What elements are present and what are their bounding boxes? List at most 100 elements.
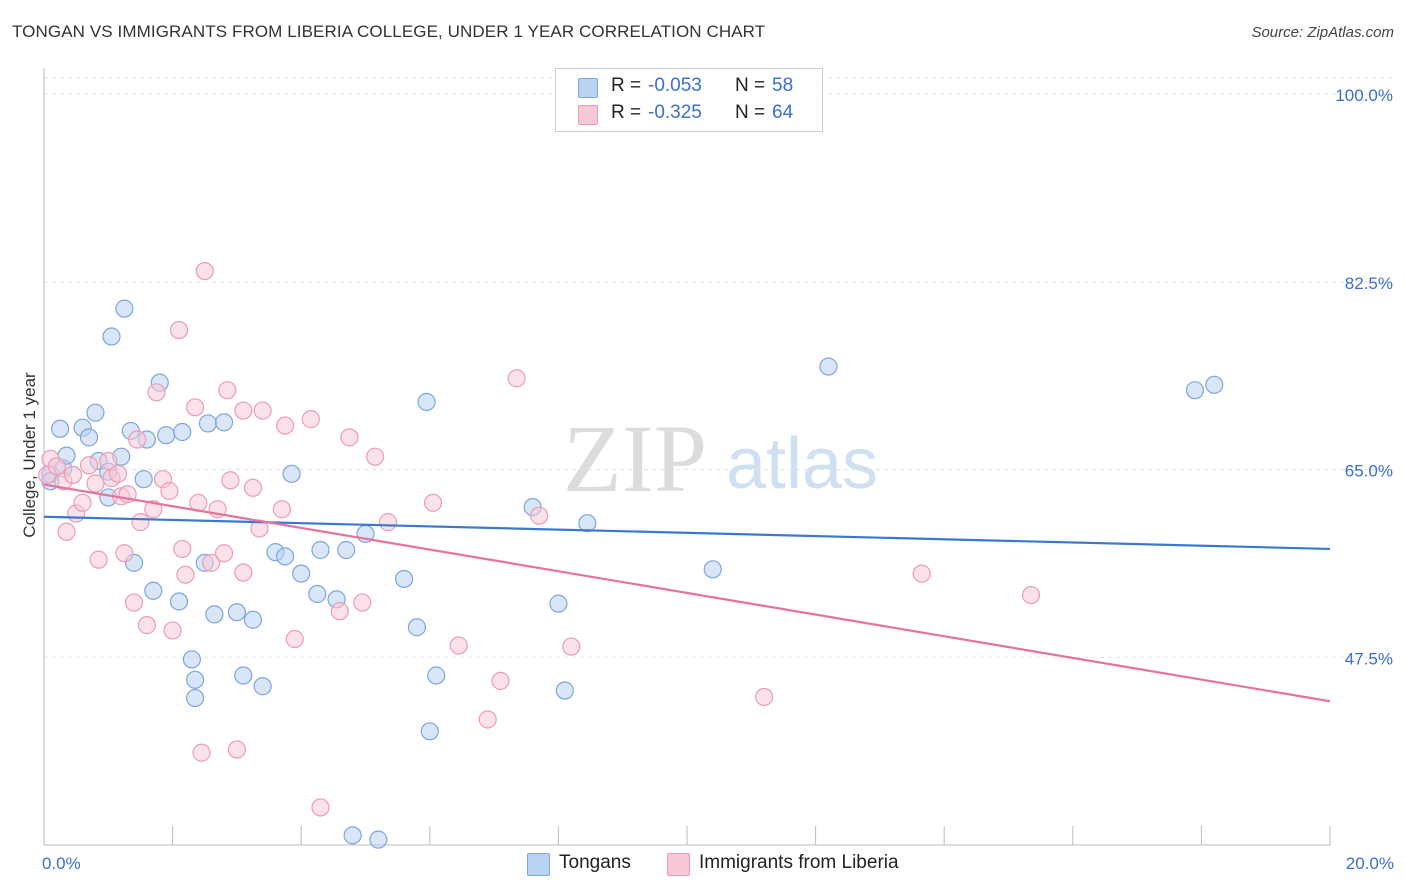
tongans-point <box>308 584 327 604</box>
liberia-point <box>340 428 359 447</box>
tongans-point <box>205 605 224 624</box>
tongans-point <box>578 514 597 533</box>
tongans-point <box>234 666 253 685</box>
tongans-point <box>394 569 414 589</box>
tongans-point <box>214 413 234 432</box>
tongans-point <box>173 422 192 442</box>
liberia-trend-line <box>43 483 1331 703</box>
liberia-point <box>47 457 66 476</box>
x-tick-label-min: 0.0% <box>42 854 81 873</box>
tongans-trend-line <box>43 515 1331 551</box>
liberia-point <box>755 687 774 707</box>
tongans-point <box>282 464 301 483</box>
tongans-point <box>253 677 272 696</box>
liberia-point <box>131 513 150 532</box>
liberia-point <box>218 381 237 400</box>
tongans-point <box>157 426 176 445</box>
liberia-point <box>491 671 510 690</box>
liberia-point <box>530 506 549 525</box>
tongans-point <box>417 392 436 412</box>
tongans-point <box>186 688 205 708</box>
tongans-point <box>243 610 263 629</box>
liberia-point <box>108 464 128 483</box>
tongans-point <box>198 414 218 433</box>
y-tick-labels: 100.0% 82.5% 65.0% 47.5% <box>1335 86 1393 668</box>
tongans-point <box>311 540 330 560</box>
tongans-point <box>1205 375 1224 394</box>
watermark-zip: ZIP <box>563 405 707 512</box>
tongans-point <box>420 722 439 741</box>
tongans-point <box>703 560 722 579</box>
liberia-point <box>89 550 108 569</box>
bottom-legend-label-tongans: Tongans <box>559 852 631 873</box>
liberia-point <box>285 629 304 649</box>
x-tick-label-max: 20.0% <box>1346 854 1394 873</box>
liberia-point <box>912 564 931 583</box>
bottom-legend-swatch-tongans <box>527 853 550 876</box>
y-tick-label: 47.5% <box>1345 649 1393 668</box>
liberia-point <box>124 593 144 612</box>
y-tick-label: 65.0% <box>1345 462 1393 481</box>
liberia-point <box>449 636 468 655</box>
liberia-point <box>253 401 272 420</box>
liberia-point <box>176 565 195 584</box>
tongans-point <box>169 592 189 611</box>
liberia-point <box>79 456 99 475</box>
liberia-point <box>227 740 246 759</box>
correlation-legend: R = -0.053 N = 58 R = -0.325 N = 64 <box>555 68 823 132</box>
legend-n-label: N = <box>735 75 766 96</box>
liberia-point <box>234 401 253 420</box>
tongans-point <box>427 666 446 685</box>
tongans-point <box>819 357 838 376</box>
liberia-point <box>478 710 497 729</box>
legend-n-value: 64 <box>772 102 794 123</box>
watermark-atlas: atlas <box>726 424 878 504</box>
tongans-point <box>102 327 121 346</box>
y-tick-label: 82.5% <box>1345 274 1393 293</box>
liberia-point <box>163 621 182 640</box>
liberia-point <box>86 474 105 493</box>
liberia-point <box>311 798 330 817</box>
liberia-point <box>57 522 76 541</box>
liberia-point <box>63 465 83 485</box>
legend-r-label: R = <box>611 75 642 96</box>
data-points <box>38 261 1224 849</box>
tongans-point <box>292 564 311 583</box>
liberia-point <box>1021 585 1041 605</box>
liberia-point <box>353 593 372 612</box>
watermark: ZIP atlas <box>563 405 878 512</box>
liberia-point <box>366 447 385 466</box>
tongans-point <box>115 299 134 318</box>
tongans-point <box>407 618 427 637</box>
legend-r-value: -0.053 <box>648 75 702 96</box>
tongans-point <box>369 830 388 849</box>
tongans-point <box>144 581 163 600</box>
liberia-point <box>137 615 156 635</box>
liberia-point <box>115 544 134 563</box>
liberia-point <box>214 544 234 563</box>
liberia-point <box>202 553 221 572</box>
tongans-point <box>337 540 356 560</box>
liberia-point <box>173 539 192 559</box>
source-label: Source: ZipAtlas.com <box>1251 24 1394 41</box>
chart-title: TONGAN VS IMMIGRANTS FROM LIBERIA COLLEG… <box>12 22 766 41</box>
liberia-point <box>73 493 92 512</box>
liberia-point <box>276 416 295 435</box>
bottom-legend-swatch-liberia <box>667 853 690 876</box>
liberia-point <box>144 500 163 519</box>
legend-swatch-liberia <box>578 105 598 125</box>
tongans-point <box>1185 381 1205 400</box>
tongans-point <box>555 681 574 700</box>
axes <box>43 68 1331 846</box>
tongans-point <box>549 594 568 613</box>
liberia-point <box>562 637 581 656</box>
x-tick-labels: 0.0% 20.0% <box>42 854 1394 873</box>
liberia-point <box>186 398 205 417</box>
liberia-point <box>234 563 253 582</box>
liberia-point <box>192 743 211 762</box>
legend-r-label: R = <box>611 102 642 123</box>
liberia-point <box>301 410 320 429</box>
liberia-point <box>147 383 166 402</box>
liberia-point <box>243 478 263 497</box>
